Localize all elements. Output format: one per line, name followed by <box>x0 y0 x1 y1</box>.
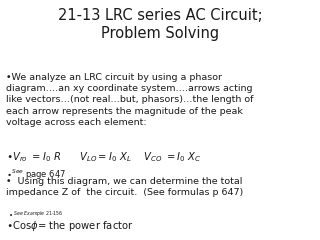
Text: $\bullet V_{ro}\ =I_0\ R\qquad V_{LO}=I_0\ X_L\quad\ V_{CO}\ =I_0\ X_C$: $\bullet V_{ro}\ =I_0\ R\qquad V_{LO}=I_… <box>6 150 201 164</box>
Text: •  Using this diagram, we can determine the total
impedance Z of  the circuit.  : • Using this diagram, we can determine t… <box>6 177 244 197</box>
Text: $\bullet$ $^{\mathit{See\ Example\ 21\text{-}156}}$: $\bullet$ $^{\mathit{See\ Example\ 21\te… <box>8 210 63 221</box>
Text: 21-13 LRC series AC Circuit;
Problem Solving: 21-13 LRC series AC Circuit; Problem Sol… <box>58 8 262 41</box>
Text: $\bullet^{\mathit{See}}$ page 647: $\bullet^{\mathit{See}}$ page 647 <box>6 168 67 182</box>
Text: $\bullet$Cos$\phi$= the power factor: $\bullet$Cos$\phi$= the power factor <box>6 219 134 233</box>
Text: •We analyze an LRC circuit by using a phasor
diagram….an xy coordinate system….a: •We analyze an LRC circuit by using a ph… <box>6 73 254 127</box>
